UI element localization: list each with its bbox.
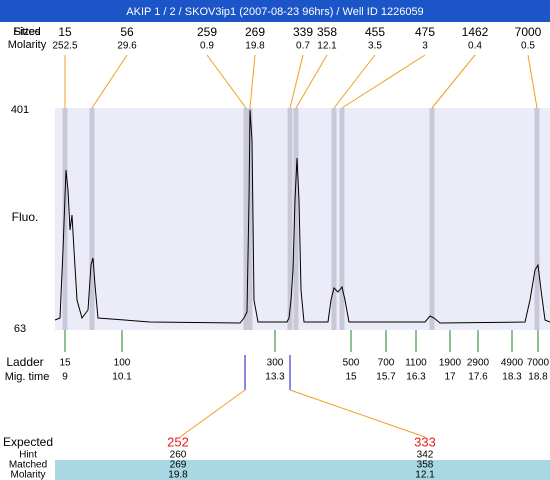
- hint-size: 342: [417, 450, 434, 461]
- expected-label: Expected: [3, 435, 53, 449]
- peak-connector: [341, 54, 426, 109]
- row-label: Fitted: [13, 26, 41, 38]
- ladder-size: 100: [114, 358, 131, 369]
- y-bottom-label: 63: [14, 323, 26, 335]
- mig-time: 18.3: [502, 372, 522, 383]
- peak-band: [89, 108, 95, 330]
- hint-size: 260: [170, 450, 187, 461]
- matched-molarity: 12.1: [415, 470, 435, 480]
- mig-time: 18.8: [528, 372, 548, 383]
- matched-size: 358: [417, 460, 434, 471]
- peak-molarity: 0.4: [468, 41, 482, 52]
- connector: [179, 389, 246, 438]
- ladder-size: 4900: [501, 358, 524, 369]
- row-label: Ladder: [6, 355, 43, 369]
- peak-size: 475: [415, 25, 435, 39]
- peak-size: 7000: [515, 25, 542, 39]
- peak-connector: [295, 54, 328, 109]
- peak-connector: [431, 54, 476, 109]
- peak-band: [331, 108, 337, 330]
- peak-molarity: 12.1: [317, 41, 337, 52]
- peak-band: [247, 108, 253, 330]
- y-axis-label: Fluo.: [12, 210, 39, 224]
- peak-connector: [206, 54, 247, 109]
- peak-band: [243, 108, 249, 330]
- ladder-size: 7000: [527, 358, 550, 369]
- peak-molarity: 252.5: [52, 41, 77, 52]
- title-bar: [0, 0, 550, 22]
- row-label: Molarity: [8, 39, 47, 51]
- matched-size: 269: [170, 460, 187, 471]
- peak-connector: [249, 54, 256, 109]
- y-top-label: 401: [11, 104, 29, 116]
- row-label: Hint: [19, 450, 37, 461]
- row-label: Molarity: [10, 470, 45, 480]
- peak-band: [293, 108, 299, 330]
- peak-band: [287, 108, 293, 330]
- peak-band: [339, 108, 345, 330]
- mig-time: 15: [345, 372, 357, 383]
- peak-size: 339: [293, 25, 313, 39]
- peak-molarity: 19.8: [245, 41, 265, 52]
- ladder-size: 500: [343, 358, 360, 369]
- peak-molarity: 29.6: [117, 41, 137, 52]
- ladder-size: 2900: [467, 358, 490, 369]
- peak-size: 56: [120, 25, 134, 39]
- expected-size: 252: [167, 434, 189, 449]
- title: AKIP 1 / 2 / SKOV3ip1 (2007-08-23 96hrs)…: [126, 6, 423, 18]
- connector: [289, 389, 426, 438]
- ladder-size: 1900: [439, 358, 462, 369]
- peak-molarity: 3.5: [368, 41, 382, 52]
- peak-band: [429, 108, 435, 330]
- peak-molarity: 0.5: [521, 41, 535, 52]
- mig-time: 9: [62, 372, 68, 383]
- peak-size: 1462: [462, 25, 489, 39]
- peak-size: 358: [317, 25, 337, 39]
- matched-molarity: 19.8: [168, 470, 188, 480]
- peak-connector: [289, 54, 304, 109]
- row-label: Sizes: [14, 26, 41, 38]
- ladder-size: 15: [59, 358, 71, 369]
- peak-size: 259: [197, 25, 217, 39]
- ladder-size: 1100: [405, 358, 427, 369]
- peak-size: 455: [365, 25, 385, 39]
- row-label: Mig. time: [5, 371, 50, 383]
- peak-molarity: 0.9: [200, 41, 214, 52]
- peak-band: [534, 108, 540, 330]
- matched-row-bg: [55, 460, 550, 480]
- peak-size: 15: [58, 25, 72, 39]
- mig-time: 13.3: [265, 372, 285, 383]
- trace: [54, 109, 550, 324]
- expected-size: 333: [414, 434, 436, 449]
- peak-connector: [527, 54, 538, 109]
- peak-size: 269: [245, 25, 265, 39]
- peak-band: [62, 108, 68, 330]
- peak-molarity: 0.7: [296, 41, 310, 52]
- mig-time: 10.1: [112, 372, 132, 383]
- plot-area: [55, 108, 550, 330]
- peak-molarity: 3: [422, 41, 428, 52]
- mig-time: 15.7: [376, 372, 396, 383]
- peak-connector: [91, 54, 128, 109]
- peak-connector: [333, 54, 376, 109]
- mig-time: 17.6: [468, 372, 488, 383]
- row-label: Matched: [9, 460, 47, 471]
- mig-time: 16.3: [406, 372, 426, 383]
- ladder-size: 300: [267, 358, 284, 369]
- ladder-size: 700: [378, 358, 395, 369]
- mig-time: 17: [444, 372, 456, 383]
